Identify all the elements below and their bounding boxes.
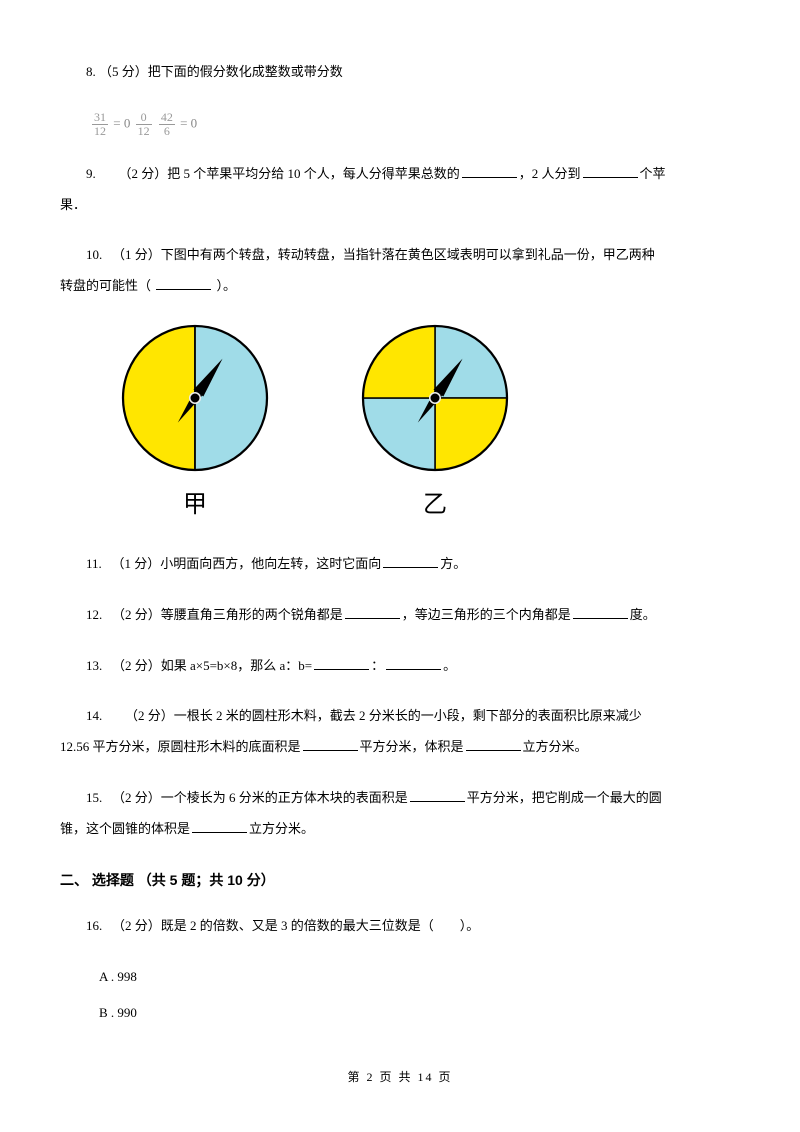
spinner-jia [120,323,270,473]
blank [583,165,638,178]
question-15-line1: 15. （2 分）一个棱长为 6 分米的正方体木块的表面积是平方分米，把它削成一… [60,786,740,811]
spinner-yi-wrap: 乙 [360,323,510,529]
jia-yellow-half [123,326,195,470]
spinner-yi [360,323,510,473]
q13-before: 13. （2 分）如果 a×5=b×8，那么 a：b= [86,658,312,673]
q9-line1-after: 个苹 [640,166,666,181]
fraction-42-6: 42 6 [159,111,175,138]
section-2-heading: 二、 选择题 （共 5 题；共 10 分） [60,867,740,894]
fraction-0-12: 0 12 [136,111,152,138]
q10-line2: 转盘的可能性（ ）。 [60,274,740,299]
blank [462,165,517,178]
blank [466,738,521,751]
q13-mid: ： [371,658,384,673]
q11-after: 方。 [440,556,466,571]
blank [573,606,628,619]
jia-center [190,393,201,404]
q11-before: 11. （1 分）小明面向西方，他向左转，这时它面向 [86,556,381,571]
q12-before: 12. （2 分）等腰直角三角形的两个锐角都是 [86,607,343,622]
spinner-jia-label: 甲 [183,483,207,529]
q9-line1-before: 9. （2 分）把 5 个苹果平均分给 10 个人，每人分得苹果总数的 [86,166,460,181]
q10-line1: 10. （1 分）下图中有两个转盘，转动转盘，当指针落在黄色区域表明可以拿到礼品… [86,247,655,262]
question-12: 12. （2 分）等腰直角三角形的两个锐角都是 ，等边三角形的三个内角都是 度。 [60,603,740,628]
page-footer: 第 2 页 共 14 页 [60,1066,740,1089]
blank [314,657,369,670]
jia-blue-half [195,326,267,470]
question-16: 16. （2 分）既是 2 的倍数、又是 3 的倍数的最大三位数是（ ）。 [60,914,740,939]
fraction-31-12: 31 12 [92,111,108,138]
q9-line2: 果． [60,193,740,218]
option-a: A . 998 [99,965,740,990]
question-15-line2: 锥，这个圆锥的体积是立方分米。 [60,817,740,842]
question-8: 8. （5 分）把下面的假分数化成整数或带分数 [60,60,740,85]
q12-after: 度。 [630,607,656,622]
question-10: 10. （1 分）下图中有两个转盘，转动转盘，当指针落在黄色区域表明可以拿到礼品… [60,243,740,268]
blank [156,277,211,290]
blank [410,789,465,802]
q8-text: 8. （5 分）把下面的假分数化成整数或带分数 [86,64,343,79]
q12-mid: ，等边三角形的三个内角都是 [402,607,571,622]
blank [192,820,247,833]
q9-line1-mid: ，2 人分到 [519,166,581,181]
yi-center [430,393,441,404]
q8-formula: 31 12 = 0 0 12 42 6 = 0 [90,111,740,138]
option-b: B . 990 [99,1001,740,1026]
q16-text: 16. （2 分）既是 2 的倍数、又是 3 的倍数的最大三位数是（ ）。 [86,918,479,933]
q13-after: 。 [443,658,456,673]
question-14-line1: 14. （2 分）一根长 2 米的圆柱形木料，截去 2 分米长的一小段，剩下部分… [60,704,740,729]
spinner-jia-wrap: 甲 [120,323,270,529]
question-13: 13. （2 分）如果 a×5=b×8，那么 a：b= ： 。 [60,654,740,679]
question-9: 9. （2 分）把 5 个苹果平均分给 10 个人，每人分得苹果总数的 ，2 人分… [60,162,740,187]
blank [386,657,441,670]
blank [303,738,358,751]
spinner-yi-label: 乙 [423,483,447,529]
question-14-line2: 12.56 平方分米，原圆柱形木料的底面积是平方分米，体积是立方分米。 [60,735,740,760]
blank [345,606,400,619]
question-11: 11. （1 分）小明面向西方，他向左转，这时它面向 方。 [60,552,740,577]
spinner-row: 甲 乙 [120,323,740,529]
blank [383,555,438,568]
